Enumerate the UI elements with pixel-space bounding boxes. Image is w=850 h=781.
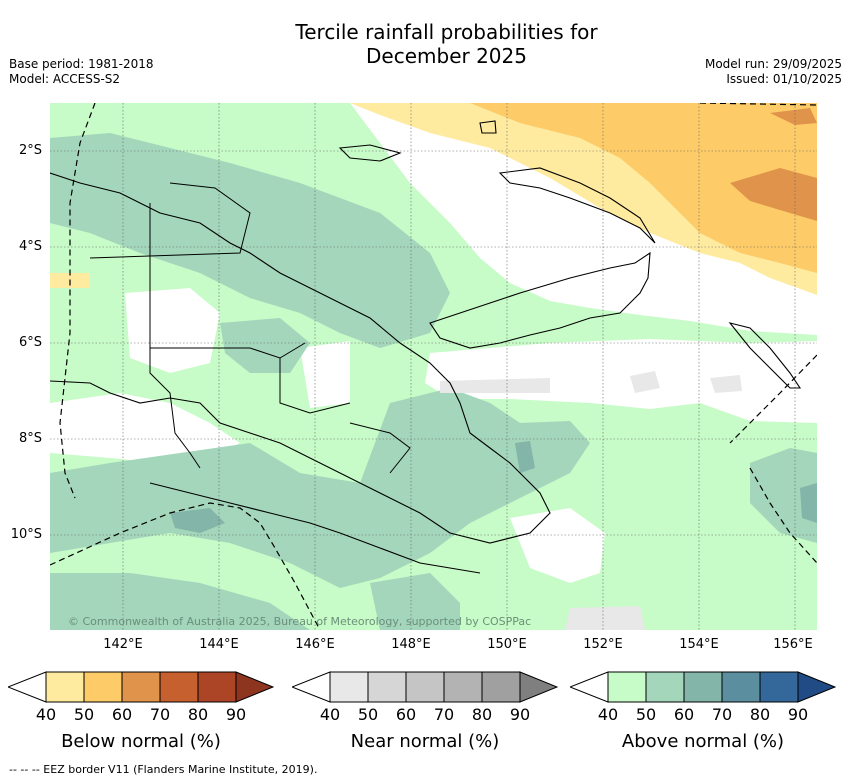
cbar-below-extend-low (8, 671, 47, 703)
cbar-above-90 (759, 671, 799, 703)
lon-label-152e: 152°E (583, 637, 623, 652)
cbar-above-50 (607, 671, 647, 703)
meta-left: Base period: 1981-2018 Model: ACCESS-S2 (9, 57, 154, 87)
cbar-near-80 (443, 671, 483, 703)
lat-label-4s: 4°S (18, 239, 42, 254)
cbar-near-extend-low (292, 671, 331, 703)
cbar-below-70 (121, 671, 161, 703)
probability-map: © Commonwealth of Australia 2025, Bureau… (50, 103, 817, 630)
eez-borders (50, 103, 817, 630)
cbar-above-extend-high (797, 671, 836, 703)
base-period: Base period: 1981-2018 (9, 57, 154, 71)
cbar-below-80 (159, 671, 199, 703)
near-normal-c (710, 375, 742, 393)
cbar-above-extend-low (570, 671, 609, 703)
white-zone-central (425, 339, 817, 423)
title-line-2: December 2025 (366, 44, 527, 68)
cbar-near-90 (481, 671, 521, 703)
above-normal-60-70-south (50, 388, 590, 588)
above-normal-70-80-c (800, 483, 817, 523)
below-normal-60-70-ne (770, 108, 817, 125)
cbar-above-60 (645, 671, 685, 703)
below-normal-title: Below normal (%) (61, 731, 221, 752)
above-normal-60-70-sw (50, 573, 310, 630)
map-title: Tercile rainfall probabilities for Decem… (0, 20, 850, 68)
above-normal-70-80-a (170, 508, 225, 533)
white-zone-bismarck (300, 341, 350, 408)
above-normal-60-70-east (750, 448, 817, 543)
lat-label-10s: 10°S (10, 527, 42, 542)
lon-label-150e: 150°E (487, 637, 527, 652)
cbar-near-tick: 40 (319, 705, 341, 724)
near-normal-title: Near normal (%) (350, 731, 500, 752)
cbar-near-tick: 90 (509, 705, 531, 724)
model-name: Model: ACCESS-S2 (9, 72, 121, 86)
eez-footnote: -- -- -- EEZ border V11 (Flanders Marine… (9, 763, 318, 776)
cbar-above-80 (721, 671, 761, 703)
cbar-near-70 (405, 671, 445, 703)
cbar-above-tick: 80 (749, 705, 771, 724)
model-run: Model run: 29/09/2025 (704, 57, 842, 71)
above-normal-title: Above normal (%) (621, 731, 785, 752)
cbar-below-extend-high (235, 671, 274, 703)
above-normal-60-70-mid (220, 318, 310, 373)
near-normal-d (565, 606, 645, 630)
cbar-below-90 (197, 671, 237, 703)
lon-label-154e: 154°E (679, 637, 719, 652)
cbar-below-50 (45, 671, 85, 703)
cbar-near-tick: 50 (357, 705, 379, 724)
coastlines (50, 120, 802, 574)
cbar-below-60 (83, 671, 123, 703)
white-zone-south (510, 508, 605, 583)
cbar-above-tick: 60 (673, 705, 695, 724)
lon-label-146e: 146°E (295, 637, 335, 652)
cbar-below-tick: 50 (73, 705, 95, 724)
colorbar-above-normal (570, 671, 836, 703)
cbar-above-70 (683, 671, 723, 703)
issued-date: Issued: 01/10/2025 (726, 72, 842, 86)
cbar-below-tick: 60 (111, 705, 133, 724)
colorbar-below-normal (8, 671, 274, 703)
near-normal-a (440, 378, 550, 393)
lon-label-148e: 148°E (391, 637, 431, 652)
title-line-1: Tercile rainfall probabilities for (295, 20, 598, 44)
cbar-below-tick: 90 (225, 705, 247, 724)
near-normal-b (630, 371, 660, 393)
white-zone-inland (125, 288, 220, 373)
cbar-near-50 (329, 671, 369, 703)
lon-label-156e: 156°E (773, 637, 813, 652)
above-normal-60-70-se (370, 573, 460, 630)
lon-label-144e: 144°E (199, 637, 239, 652)
below-normal-50-60 (470, 103, 817, 273)
lon-label-142e: 142°E (103, 637, 143, 652)
cbar-above-tick: 50 (635, 705, 657, 724)
cbar-above-tick: 70 (711, 705, 733, 724)
cbar-near-tick: 70 (433, 705, 455, 724)
lat-label-2s: 2°S (18, 143, 42, 158)
cbar-above-tick: 40 (597, 705, 619, 724)
colorbar-near-normal (292, 671, 558, 703)
cbar-below-tick: 80 (187, 705, 209, 724)
cbar-below-tick: 40 (35, 705, 57, 724)
above-normal-60-70-north (50, 133, 450, 348)
copyright-credit: © Commonwealth of Australia 2025, Bureau… (68, 615, 531, 628)
cbar-near-tick: 60 (395, 705, 417, 724)
lat-label-8s: 8°S (18, 431, 42, 446)
cbar-near-60 (367, 671, 407, 703)
white-zone-west (50, 393, 240, 463)
cbar-below-tick: 70 (149, 705, 171, 724)
above-normal-70-80-b (515, 441, 535, 473)
cbar-above-tick: 90 (787, 705, 809, 724)
cbar-near-extend-high (519, 671, 558, 703)
lat-label-6s: 6°S (18, 335, 42, 350)
cbar-near-tick: 80 (471, 705, 493, 724)
boundaries (89, 182, 411, 474)
meta-right: Model run: 29/09/2025 Issued: 01/10/2025 (705, 57, 842, 87)
